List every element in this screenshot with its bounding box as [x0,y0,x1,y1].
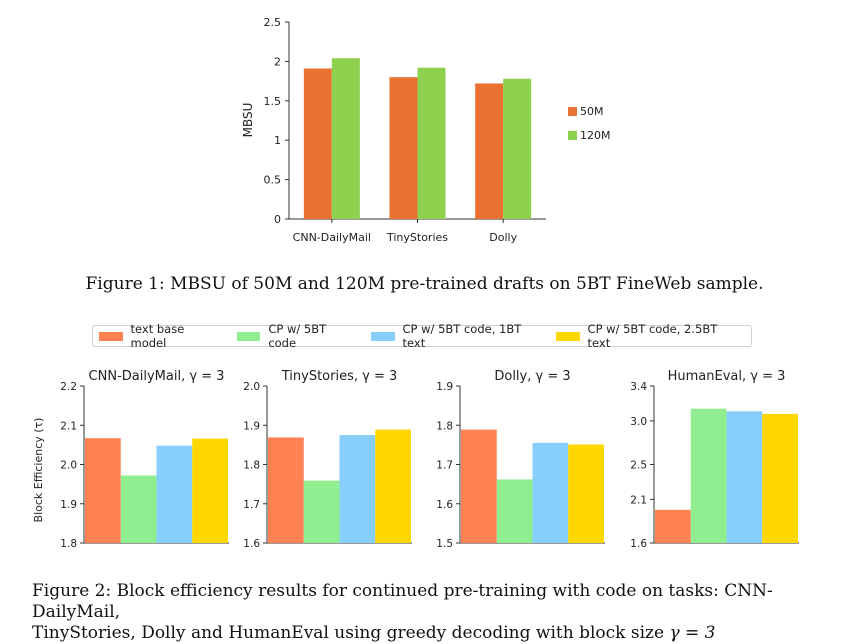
figure2-panel: Dolly, γ = 3 1.5 1.6 1.7 1.8 1.9 [436,369,605,550]
figure1-y-tick-label: 2 [274,55,281,68]
figure1-bar-120m [331,58,360,219]
figure2-y-tick-label: 3.0 [630,416,647,428]
figure2-y-tick-label: 1.8 [243,460,260,472]
figure2-bar [268,437,304,543]
figure1-legend: 50M 120M [568,105,611,142]
figure2-y-tick-label: 2.1 [60,420,77,432]
figure1-bar-120m [417,67,446,219]
figure2-legend-label: CP w/ 5BT code, 1BT text [402,322,522,350]
figure1-bars [303,58,532,220]
figure1-y-axis-label: MBSU [241,103,255,138]
figure1-bar-120m [503,78,532,220]
figure2-legend-item: CP w/ 5BT code, 2.5BT text [555,322,729,350]
figure2-legend-label: text base model [130,322,185,350]
figure2-panel-title: TinyStories, γ = 3 [281,369,398,384]
figure2-bar [726,411,763,543]
figure2-y-tick-label: 1.6 [630,538,647,550]
figure2-bar [762,413,798,543]
figure2-y-tick-label: 1.6 [436,499,453,511]
figure2-y-tick-label: 2.0 [60,460,77,472]
figure2-caption-line2-text: TinyStories, Dolly and HumanEval using g… [32,623,670,643]
figure1-x-tick-label: TinyStories [386,231,448,244]
figure1-axes: 0 0.5 1 1.5 2 2.5 CNN-DailyMail TinyStories Doll… [264,16,546,244]
figure2-bar [690,408,727,543]
figure2-bar [192,438,228,543]
figure2-panel-title: HumanEval, γ = 3 [668,369,786,384]
figure1-bar-50m [389,77,418,219]
figure2-legend-swatch [555,331,580,341]
figure2-legend: text base model CP w/ 5BT code CP w/ 5BT c… [92,322,752,350]
figure2-y-tick-label: 1.7 [436,460,453,472]
figure2-caption-math: γ = 3 [669,623,716,643]
figure2-bar [461,429,497,543]
figure2-panels: CNN-DailyMail, γ = 3 1.8 1.9 2.0 2.1 2.2 TinyS… [60,369,799,550]
figure2-bar [156,445,193,543]
figure2-panel: HumanEval, γ = 3 1.6 2.1 2.5 3.0 3.4 [630,369,799,550]
figure1-legend-swatch [568,131,577,140]
figure2-y-tick-label: 1.9 [60,499,77,511]
figure2-y-tick-label: 2.0 [243,381,260,393]
figure2-y-tick-label: 1.5 [436,538,453,550]
figure1-y-tick-label: 0 [274,213,281,226]
figure2-bar [568,444,604,543]
figure2-legend-swatch [236,331,261,341]
figure1-bar-50m [303,68,332,219]
figure2-legend-item: CP w/ 5BT code, 1BT text [370,322,534,350]
figure2-y-tick-label: 1.9 [243,420,260,432]
figure2-y-axis-label: Block Efficiency (τ) [32,418,45,523]
figure2-bar [85,438,121,543]
figure2-bar [532,442,569,543]
figure2-panel-title: CNN-DailyMail, γ = 3 [89,369,225,384]
figure1-y-tick-label: 0.5 [264,174,282,187]
figure2-bar [496,479,533,543]
figure1-y-tick-label: 1 [274,134,281,147]
figure2-y-tick-label: 2.5 [630,460,647,472]
figure2-y-tick-label: 1.9 [436,381,453,393]
figure2-legend-label: CP w/ 5BT code, 2.5BT text [587,322,718,350]
figure2-legend-swatch [370,331,395,341]
figure1-y-tick-label: 2.5 [264,16,282,29]
figure2-panel-title: Dolly, γ = 3 [494,369,570,384]
figure1-x-tick-label: Dolly [489,231,517,244]
figure2-bar [655,509,691,543]
figure2-legend-item: CP w/ 5BT code [236,322,349,350]
figure1-caption: Figure 1: MBSU of 50M and 120M pre-train… [85,274,764,294]
figure2-bar [303,480,340,543]
figure2-y-tick-label: 2.2 [60,381,77,393]
figure2-y-tick-label: 1.7 [243,499,260,511]
figure2-caption-line1: Figure 2: Block efficiency results for c… [32,581,773,622]
figure2-y-tick-label: 2.1 [630,494,647,506]
figure2-bar [375,429,411,543]
figure2-legend-swatch [99,331,123,341]
figure2-bar [339,435,376,543]
figure2-chart: Block Efficiency (τ) CNN-DailyMail, γ = … [32,369,799,550]
figure2-y-tick-label: 3.4 [630,381,647,393]
figure2-y-tick-label: 1.8 [60,538,77,550]
figure2-y-tick-label: 1.8 [436,420,453,432]
figure1-legend-label: 50M [580,105,604,118]
figure1-chart: MBSU 0 0.5 1 1.5 2 2.5 CNN-DailyMail TinyStorie… [241,16,611,244]
figure1-legend-label: 120M [580,129,611,142]
figure2-legend-item: text base model [99,322,215,350]
figure1-legend-swatch [568,107,577,116]
figure2-caption: Figure 2: Block efficiency results for c… [32,581,832,644]
figure2-panel: TinyStories, γ = 3 1.6 1.7 1.8 1.9 2.0 [243,369,412,550]
figure1-bar-50m [475,83,504,220]
figure2-bar [120,475,157,543]
figure2-y-tick-label: 1.6 [243,538,260,550]
figure1-x-tick-label: CNN-DailyMail [293,231,371,244]
figure2-legend-label: CP w/ 5BT code [268,322,327,350]
figure1-y-tick-label: 1.5 [264,95,282,108]
figure2-panel: CNN-DailyMail, γ = 3 1.8 1.9 2.0 2.1 2.2 [60,369,229,550]
